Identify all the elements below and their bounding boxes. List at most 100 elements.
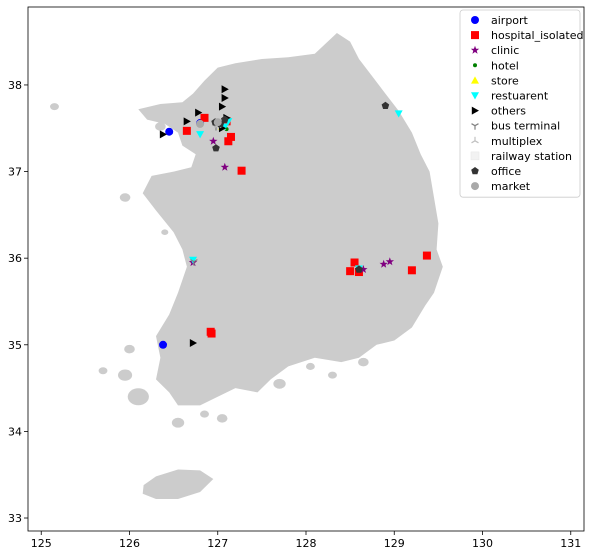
island-shape xyxy=(124,344,135,354)
legend-marker xyxy=(471,167,479,175)
legend-label: others xyxy=(491,105,526,118)
x-tick-label: 127 xyxy=(207,537,228,550)
legend-label: railway station xyxy=(491,150,572,163)
axis-ticks: 125 126 127 128 129 130 131 33 34 35 36 37 38 xyxy=(8,79,581,550)
legend-entry: others xyxy=(471,105,526,118)
legend-entry: office xyxy=(471,165,521,178)
data-point xyxy=(182,126,191,135)
island-shape xyxy=(273,378,286,389)
data-point xyxy=(359,265,368,273)
y-tick-label: 38 xyxy=(8,79,22,92)
y-tick-label: 37 xyxy=(8,166,22,179)
legend-entry: hospital_isolated xyxy=(471,29,583,42)
legend-marker xyxy=(471,182,479,191)
data-point xyxy=(196,131,205,139)
data-point xyxy=(237,166,246,175)
island-shape xyxy=(50,103,59,111)
data-point xyxy=(165,127,174,136)
scatter-marks xyxy=(159,85,431,349)
data-point xyxy=(207,329,216,338)
data-point xyxy=(159,130,168,139)
legend-marker xyxy=(471,16,479,24)
island-shape xyxy=(161,229,169,236)
data-point xyxy=(159,340,168,349)
data-point xyxy=(226,132,235,141)
data-point xyxy=(346,267,355,276)
y-tick-label: 34 xyxy=(8,425,22,438)
data-point xyxy=(209,136,218,145)
data-point xyxy=(381,101,390,109)
data-point xyxy=(379,259,388,268)
legend-entry: bus terminal xyxy=(471,120,560,133)
data-point xyxy=(218,102,227,111)
legend-label: multiplex xyxy=(491,135,543,148)
x-tick-label: 131 xyxy=(560,537,581,550)
data-point xyxy=(200,113,209,122)
data-point xyxy=(385,257,394,266)
data-point xyxy=(183,117,191,126)
legend-label: store xyxy=(491,74,519,87)
legend-label: hotel xyxy=(491,59,519,72)
legend-marker xyxy=(471,123,479,130)
data-point xyxy=(195,108,203,117)
island-shape xyxy=(155,122,166,131)
x-tick-label: 129 xyxy=(384,537,405,550)
legend-marker xyxy=(471,106,479,115)
data-point xyxy=(212,144,220,152)
island-shape xyxy=(328,371,337,379)
data-point xyxy=(213,118,222,127)
data-point xyxy=(220,162,229,171)
legend-entry: multiplex xyxy=(471,135,543,148)
legend-entry: clinic xyxy=(470,44,519,57)
data-point xyxy=(189,256,198,264)
island-shape xyxy=(119,193,131,202)
series-market xyxy=(196,118,222,128)
x-tick-label: 128 xyxy=(296,537,317,550)
x-tick-label: 130 xyxy=(472,537,493,550)
island-shape xyxy=(171,417,185,428)
legend-entry: hotel xyxy=(473,59,519,72)
legend-entry: airport xyxy=(471,14,529,27)
legend-marker xyxy=(471,92,479,100)
island-shape xyxy=(358,357,369,367)
y-tick-label: 35 xyxy=(8,339,22,352)
data-point xyxy=(355,265,363,273)
x-tick-label: 125 xyxy=(31,537,52,550)
legend-marker xyxy=(473,63,477,68)
data-point xyxy=(350,258,359,267)
data-point xyxy=(422,251,431,260)
island-shape xyxy=(306,362,315,370)
legend-label: hospital_isolated xyxy=(491,29,583,42)
island-shape xyxy=(98,367,108,375)
island-shape xyxy=(118,369,133,381)
legend-entry: market xyxy=(471,180,531,193)
data-point xyxy=(189,339,198,348)
legend-label: restuarent xyxy=(491,90,549,103)
y-tick-label: 33 xyxy=(8,512,22,525)
y-tick-label: 36 xyxy=(8,252,22,265)
legend-label: clinic xyxy=(491,44,519,57)
data-point xyxy=(221,115,229,123)
legend-box xyxy=(459,9,581,198)
legend-entry: store xyxy=(471,74,519,87)
legend-marker xyxy=(471,136,479,144)
island-shape xyxy=(216,414,228,423)
data-point xyxy=(221,93,229,102)
data-point xyxy=(190,259,198,266)
island-shape xyxy=(200,410,209,418)
legend-marker xyxy=(470,151,480,161)
legend-entry: restuarent xyxy=(471,90,549,103)
data-point xyxy=(224,137,233,146)
legend-marker xyxy=(470,45,480,54)
data-point xyxy=(407,266,416,275)
island-shape xyxy=(127,388,149,406)
legend-label: bus terminal xyxy=(491,120,560,133)
x-tick-label: 126 xyxy=(119,537,140,550)
jeju-island-shape xyxy=(142,469,214,499)
legend-label: office xyxy=(491,165,521,178)
data-point xyxy=(196,119,205,128)
legend-marker xyxy=(471,31,479,40)
legend-label: market xyxy=(491,180,531,193)
